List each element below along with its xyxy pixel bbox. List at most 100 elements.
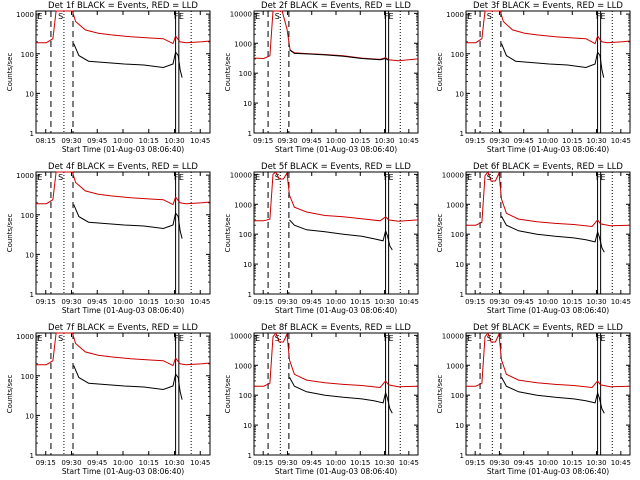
- interval-marker-label: E: [389, 334, 394, 343]
- y-tick-label: 100: [21, 373, 34, 381]
- y-tick-label: 100: [451, 231, 464, 239]
- y-tick-label: 1: [460, 452, 464, 460]
- x-tick-label: 10:15: [139, 298, 159, 306]
- x-tick-label: 09:30: [277, 459, 297, 467]
- interval-marker-label: F: [174, 12, 179, 21]
- y-tick-label: 1: [460, 130, 464, 138]
- x-tick-label: 09:30: [489, 137, 509, 145]
- series-line-events: [501, 43, 605, 78]
- y-tick-label: 1: [248, 291, 252, 299]
- y-tick-label: 1000: [16, 333, 34, 341]
- series-line-lld: [466, 10, 631, 45]
- x-tick-label: 10:15: [562, 298, 582, 306]
- interval-marker-label: E: [467, 334, 472, 343]
- x-tick-label: 09:45: [87, 137, 107, 145]
- x-tick-label: 10:00: [113, 137, 133, 145]
- y-tick-label: 1000: [16, 172, 34, 180]
- panel-title: Det 5f BLACK = Events, RED = LLD: [261, 162, 411, 172]
- interval-marker-label: E: [601, 334, 606, 343]
- interval-marker-label: E: [37, 173, 42, 182]
- y-tick-label: 10: [455, 422, 464, 430]
- y-axis-label: Counts/sec: [436, 53, 444, 92]
- x-axis-label: Start Time (01-Aug-03 08:06:40): [275, 145, 397, 154]
- y-axis-label: Counts/sec: [6, 375, 14, 414]
- x-tick-label: 08:15: [36, 137, 56, 145]
- y-tick-label: 100: [239, 392, 252, 400]
- x-tick-label: 10:45: [399, 137, 419, 145]
- interval-marker-label: F: [384, 334, 389, 343]
- y-tick-label: 10000: [442, 171, 464, 179]
- chart-panel-det-1f: Det 1f BLACK = Events, RED = LLD 1 10 100 10…: [6, 1, 211, 154]
- y-tick-label: 1000: [446, 362, 464, 370]
- y-tick-label: 1000: [234, 40, 252, 48]
- x-axis-label: Start Time (01-Aug-03 08:06:40): [62, 306, 184, 315]
- interval-marker-label: S: [58, 173, 63, 182]
- x-tick-label: 10:30: [586, 298, 606, 306]
- x-tick-label: 10:30: [586, 459, 606, 467]
- panel-title: Det 7f BLACK = Events, RED = LLD: [48, 323, 198, 333]
- series-line-events: [289, 376, 393, 414]
- x-axis-label: Start Time (01-Aug-03 08:06:40): [275, 467, 397, 476]
- y-axis-label: Counts/sec: [436, 375, 444, 414]
- x-tick-label: 10:15: [350, 459, 370, 467]
- plot-frame: [35, 10, 211, 134]
- x-tick-label: 09:15: [36, 459, 56, 467]
- x-tick-label: 09:45: [87, 459, 107, 467]
- interval-marker-label: F: [384, 173, 389, 182]
- y-tick-label: 1000: [446, 11, 464, 19]
- y-tick-label: 100: [21, 51, 34, 59]
- y-tick-label: 100: [451, 51, 464, 59]
- series-line-lld: [466, 170, 631, 228]
- panel-title: Det 8f BLACK = Events, RED = LLD: [261, 323, 411, 333]
- y-tick-label: 1: [30, 130, 34, 138]
- x-tick-label: 10:15: [139, 459, 159, 467]
- y-tick-label: 1: [248, 130, 252, 138]
- interval-marker-label: E: [601, 173, 606, 182]
- series-line-lld: [36, 10, 211, 45]
- y-tick-label: 10000: [230, 332, 252, 340]
- x-tick-label: 10:45: [611, 137, 631, 145]
- y-tick-label: 1000: [234, 362, 252, 370]
- plot-frame: [253, 10, 419, 134]
- y-axis-label: Counts/sec: [6, 53, 14, 92]
- plot-frame: [465, 171, 631, 295]
- interval-marker-label: F: [174, 173, 179, 182]
- y-tick-label: 10: [243, 261, 252, 269]
- chart-panel-det-6f: Det 6f BLACK = Events, RED = LLD 1 10 100 10…: [436, 162, 631, 315]
- series-line-events: [289, 219, 393, 251]
- x-axis-label: Start Time (01-Aug-03 08:06:40): [62, 145, 184, 154]
- y-tick-label: 10: [25, 90, 34, 98]
- x-tick-label: 09:30: [277, 137, 297, 145]
- interval-marker-label: E: [179, 173, 184, 182]
- interval-marker-label: E: [255, 173, 260, 182]
- x-tick-label: 10:15: [350, 298, 370, 306]
- y-tick-label: 1: [248, 452, 252, 460]
- x-tick-label: 10:00: [538, 137, 558, 145]
- x-tick-label: 10:30: [164, 137, 184, 145]
- x-tick-label: 09:15: [253, 459, 273, 467]
- y-tick-label: 1000: [446, 201, 464, 209]
- interval-marker-label: F: [596, 334, 601, 343]
- series-line-lld: [466, 331, 631, 389]
- interval-marker-label: E: [389, 12, 394, 21]
- interval-marker-label: S: [487, 334, 492, 343]
- y-axis-label: Counts/sec: [224, 214, 232, 253]
- x-tick-label: 09:45: [514, 137, 534, 145]
- x-tick-label: 10:00: [113, 298, 133, 306]
- x-tick-label: 10:15: [562, 137, 582, 145]
- y-tick-label: 100: [451, 392, 464, 400]
- x-tick-label: 10:30: [374, 298, 394, 306]
- y-axis-label: Counts/sec: [6, 214, 14, 253]
- x-axis-label: Start Time (01-Aug-03 08:06:40): [487, 145, 609, 154]
- x-tick-label: 10:45: [399, 298, 419, 306]
- series-line-events: [289, 49, 389, 61]
- interval-marker-label: E: [389, 173, 394, 182]
- y-tick-label: 10: [455, 261, 464, 269]
- y-tick-label: 10000: [230, 10, 252, 18]
- x-tick-label: 09:30: [61, 298, 81, 306]
- x-tick-label: 10:45: [399, 459, 419, 467]
- x-tick-label: 09:15: [253, 298, 273, 306]
- x-tick-label: 09:45: [302, 459, 322, 467]
- y-axis-label: Counts/sec: [436, 214, 444, 253]
- x-tick-label: 09:30: [489, 459, 509, 467]
